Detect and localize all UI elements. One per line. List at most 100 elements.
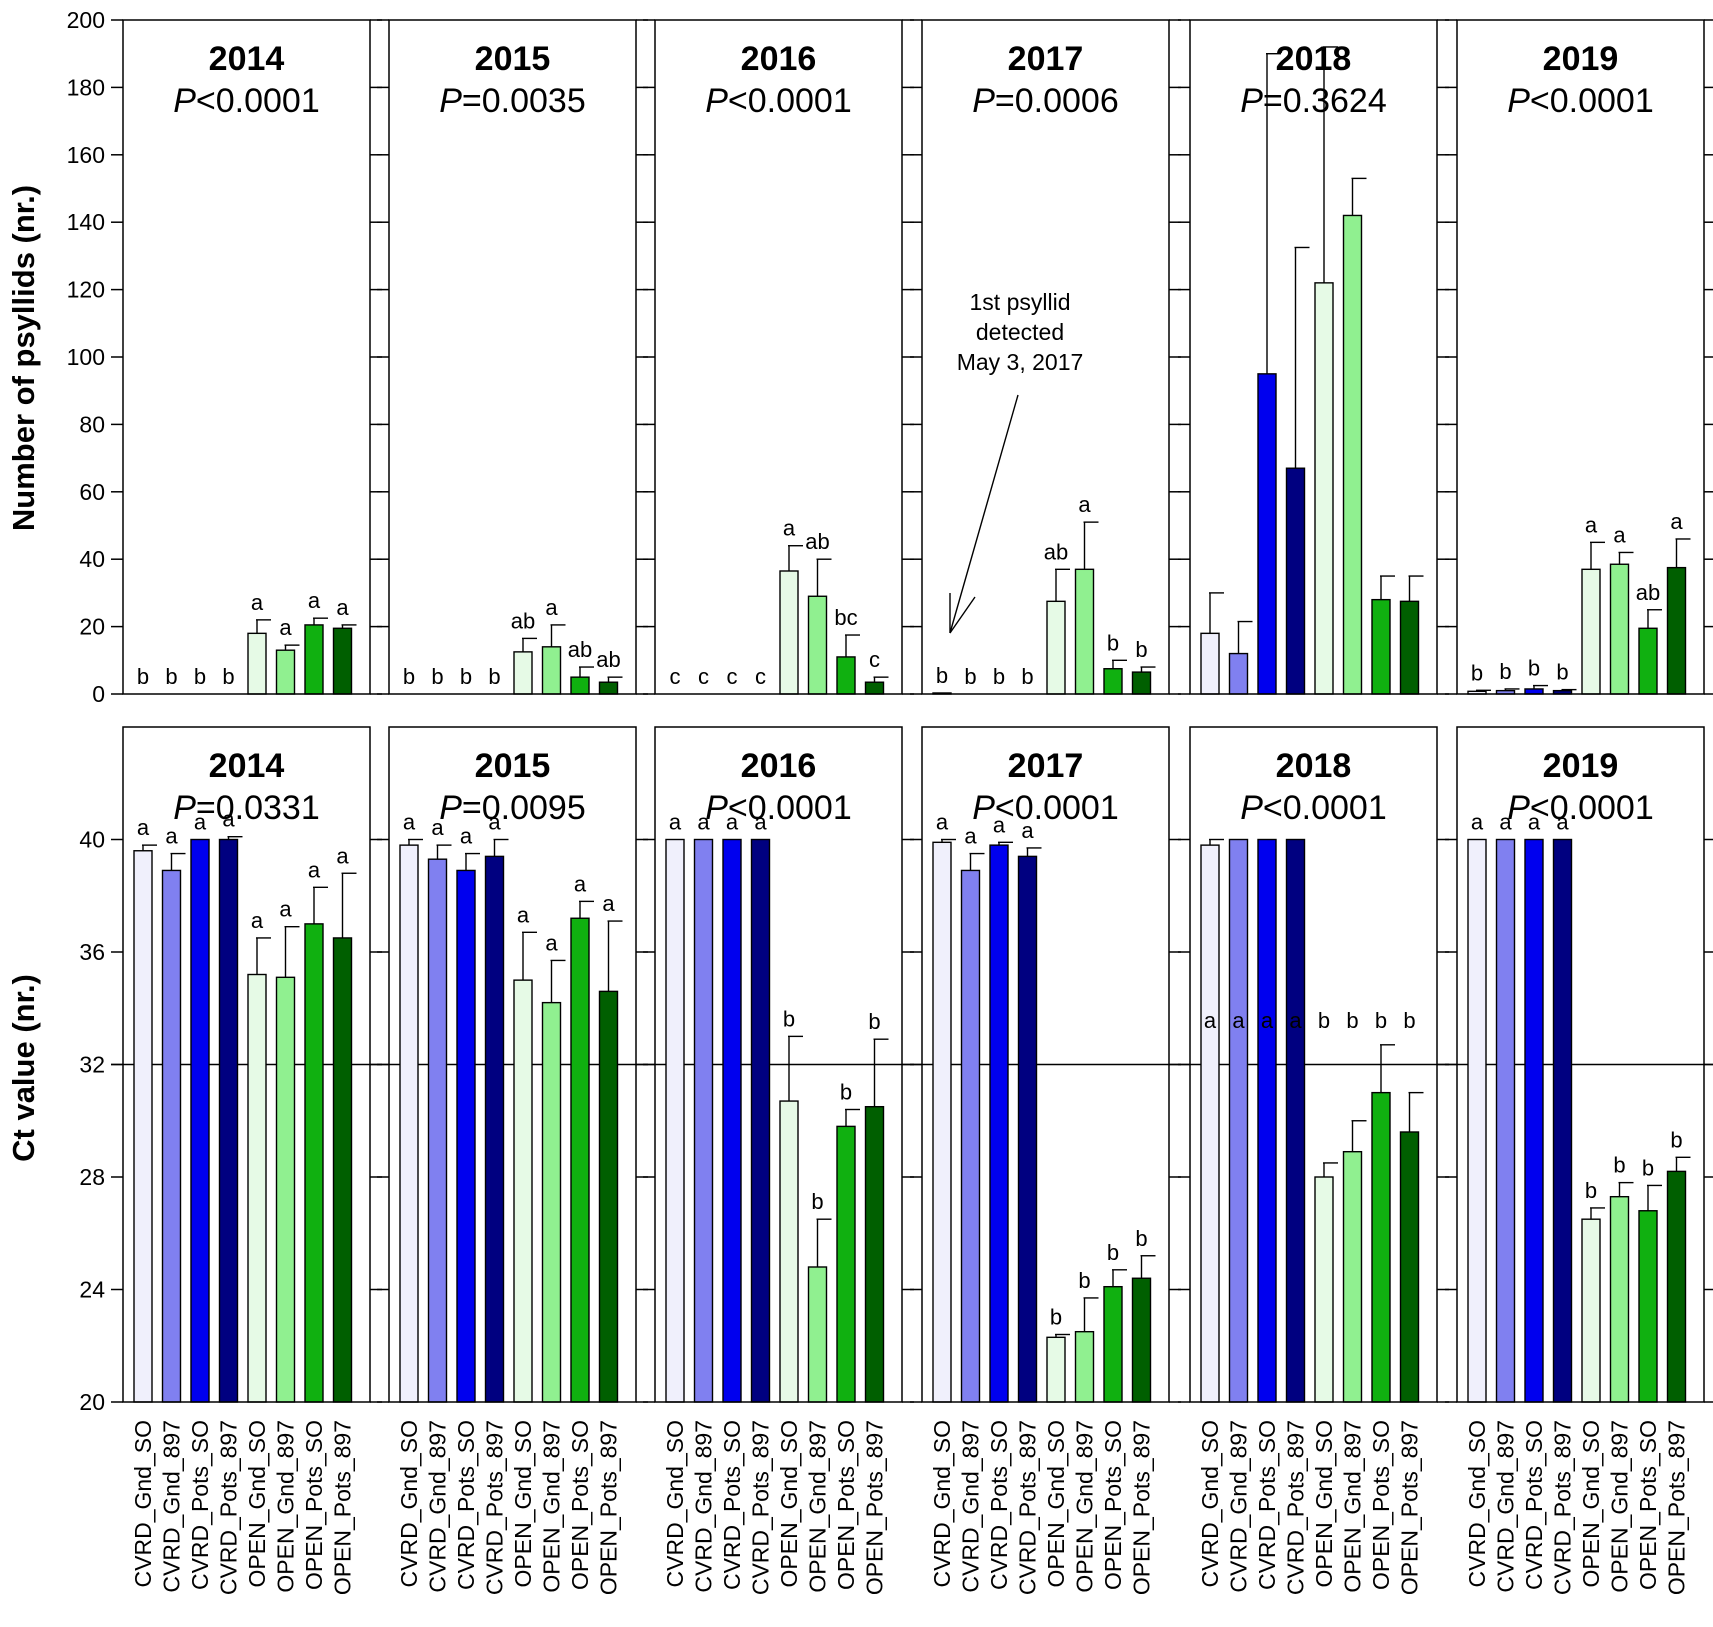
bar-OPEN_Pots_897 (598, 990, 619, 1403)
sig-letter: b (460, 664, 472, 689)
sig-letter: b (964, 664, 976, 689)
p-value: P=0.0331 (173, 789, 320, 827)
sig-letter: ab (596, 647, 620, 672)
panel-frame (654, 726, 903, 1403)
annotation-text: detected (976, 319, 1064, 345)
bar-OPEN_Gnd_SO (247, 632, 267, 695)
sig-letter: a (936, 810, 949, 835)
bar-OPEN_Pots_SO (1371, 598, 1391, 695)
category-label: CVRD_Gnd_897 (691, 1420, 717, 1593)
sig-letter: a (517, 902, 530, 927)
y-tick-label: 140 (67, 209, 105, 235)
panel-year: 2019 (1543, 40, 1619, 78)
category-label: CVRD_Gnd_SO (396, 1420, 422, 1587)
bar-CVRD_Gnd_897 (161, 869, 182, 1403)
bar-CVRD_Gnd_897 (693, 838, 714, 1403)
bar-CVRD_Gnd_897 (427, 858, 448, 1403)
category-label: CVRD_Pots_SO (187, 1420, 213, 1590)
sig-letter: a (165, 824, 178, 849)
sig-letter: b (1403, 1008, 1415, 1033)
bar-CVRD_Pots_897 (1552, 838, 1573, 1403)
panel-frame (122, 726, 371, 1403)
sig-letter: a (336, 595, 349, 620)
category-label: CVRD_Pots_SO (1521, 1420, 1547, 1590)
p-value: P<0.0001 (1507, 789, 1654, 827)
bar-OPEN_Gnd_897 (541, 646, 562, 695)
bar-OPEN_Pots_897 (1666, 1170, 1687, 1403)
panel-year: 2017 (1008, 40, 1084, 78)
category-label: CVRD_Pots_SO (986, 1420, 1012, 1590)
sig-letter: b (431, 664, 443, 689)
sig-letter: a (1499, 810, 1512, 835)
bar-CVRD_Pots_SO (1524, 838, 1544, 1403)
sig-letter: a (545, 930, 558, 955)
annotation-arrow (949, 394, 1019, 634)
category-label: OPEN_Gnd_SO (1311, 1420, 1337, 1587)
bar-CVRD_Pots_897 (1017, 855, 1038, 1403)
sig-letter: b (1375, 1008, 1387, 1033)
bar-OPEN_Pots_897 (598, 681, 619, 695)
category-label: CVRD_Gnd_897 (1493, 1420, 1519, 1593)
sig-letter: a (1261, 1008, 1274, 1033)
sig-letter: a (308, 857, 321, 882)
sig-letter: a (754, 810, 767, 835)
y-axis-label-psyllids: Number of psyllids (nr.) (6, 185, 41, 531)
bar-OPEN_Gnd_SO (1581, 1218, 1601, 1403)
p-value: P=0.0035 (439, 82, 586, 120)
sig-letter: a (783, 516, 796, 541)
sig-letter: a (460, 824, 473, 849)
panel-frame (1189, 19, 1438, 695)
sig-letter: b (403, 664, 415, 689)
category-label: OPEN_Pots_897 (596, 1420, 622, 1595)
sig-letter: b (222, 664, 234, 689)
bar-CVRD_Gnd_SO (1200, 844, 1220, 1403)
sig-letter: ab (568, 637, 592, 662)
category-label: OPEN_Pots_SO (833, 1420, 859, 1590)
bar-OPEN_Pots_SO (1103, 668, 1123, 695)
bar-OPEN_Pots_SO (304, 624, 324, 695)
sig-letter: ab (511, 608, 535, 633)
category-label: OPEN_Pots_SO (1368, 1420, 1394, 1590)
y-tick-label: 40 (79, 827, 105, 853)
bar-CVRD_Pots_SO (989, 844, 1009, 1403)
sig-letter: a (1232, 1008, 1245, 1033)
bar-OPEN_Gnd_897 (1074, 1330, 1095, 1403)
y-tick-label: 24 (79, 1277, 105, 1303)
sig-letter: b (1471, 660, 1483, 685)
y-tick-label: 36 (79, 939, 105, 965)
sig-letter: a (251, 590, 264, 615)
bar-OPEN_Gnd_SO (779, 570, 799, 695)
bar-OPEN_Gnd_897 (1609, 1195, 1630, 1403)
bar-CVRD_Pots_897 (1285, 467, 1306, 695)
panel-year: 2016 (741, 747, 817, 785)
category-label: OPEN_Pots_SO (1100, 1420, 1126, 1590)
category-label: OPEN_Gnd_897 (1607, 1420, 1633, 1593)
y-tick-label: 160 (67, 142, 105, 168)
bar-CVRD_Pots_SO (1257, 373, 1277, 695)
bar-OPEN_Gnd_SO (1314, 1176, 1334, 1403)
bar-CVRD_Pots_SO (722, 838, 742, 1403)
sig-letter: a (403, 810, 416, 835)
sig-letter: b (1107, 630, 1119, 655)
sig-letter: a (1528, 810, 1541, 835)
sig-letter: a (1670, 509, 1683, 534)
bar-CVRD_Pots_SO (1257, 838, 1277, 1403)
bar-CVRD_Pots_SO (456, 869, 476, 1403)
panel-year: 2017 (1008, 747, 1084, 785)
bar-CVRD_Gnd_897 (1228, 838, 1249, 1403)
sig-letter: a (602, 891, 615, 916)
sig-letter: b (993, 664, 1005, 689)
y-tick-label: 32 (79, 1052, 105, 1078)
bar-CVRD_Pots_897 (218, 838, 239, 1403)
sig-letter: a (1613, 522, 1626, 547)
sig-letter: b (1135, 637, 1147, 662)
category-label: OPEN_Gnd_897 (273, 1420, 299, 1593)
panel-year: 2015 (475, 40, 551, 78)
p-value: P<0.0001 (972, 789, 1119, 827)
category-label: OPEN_Gnd_SO (510, 1420, 536, 1587)
sig-letter: a (488, 810, 501, 835)
